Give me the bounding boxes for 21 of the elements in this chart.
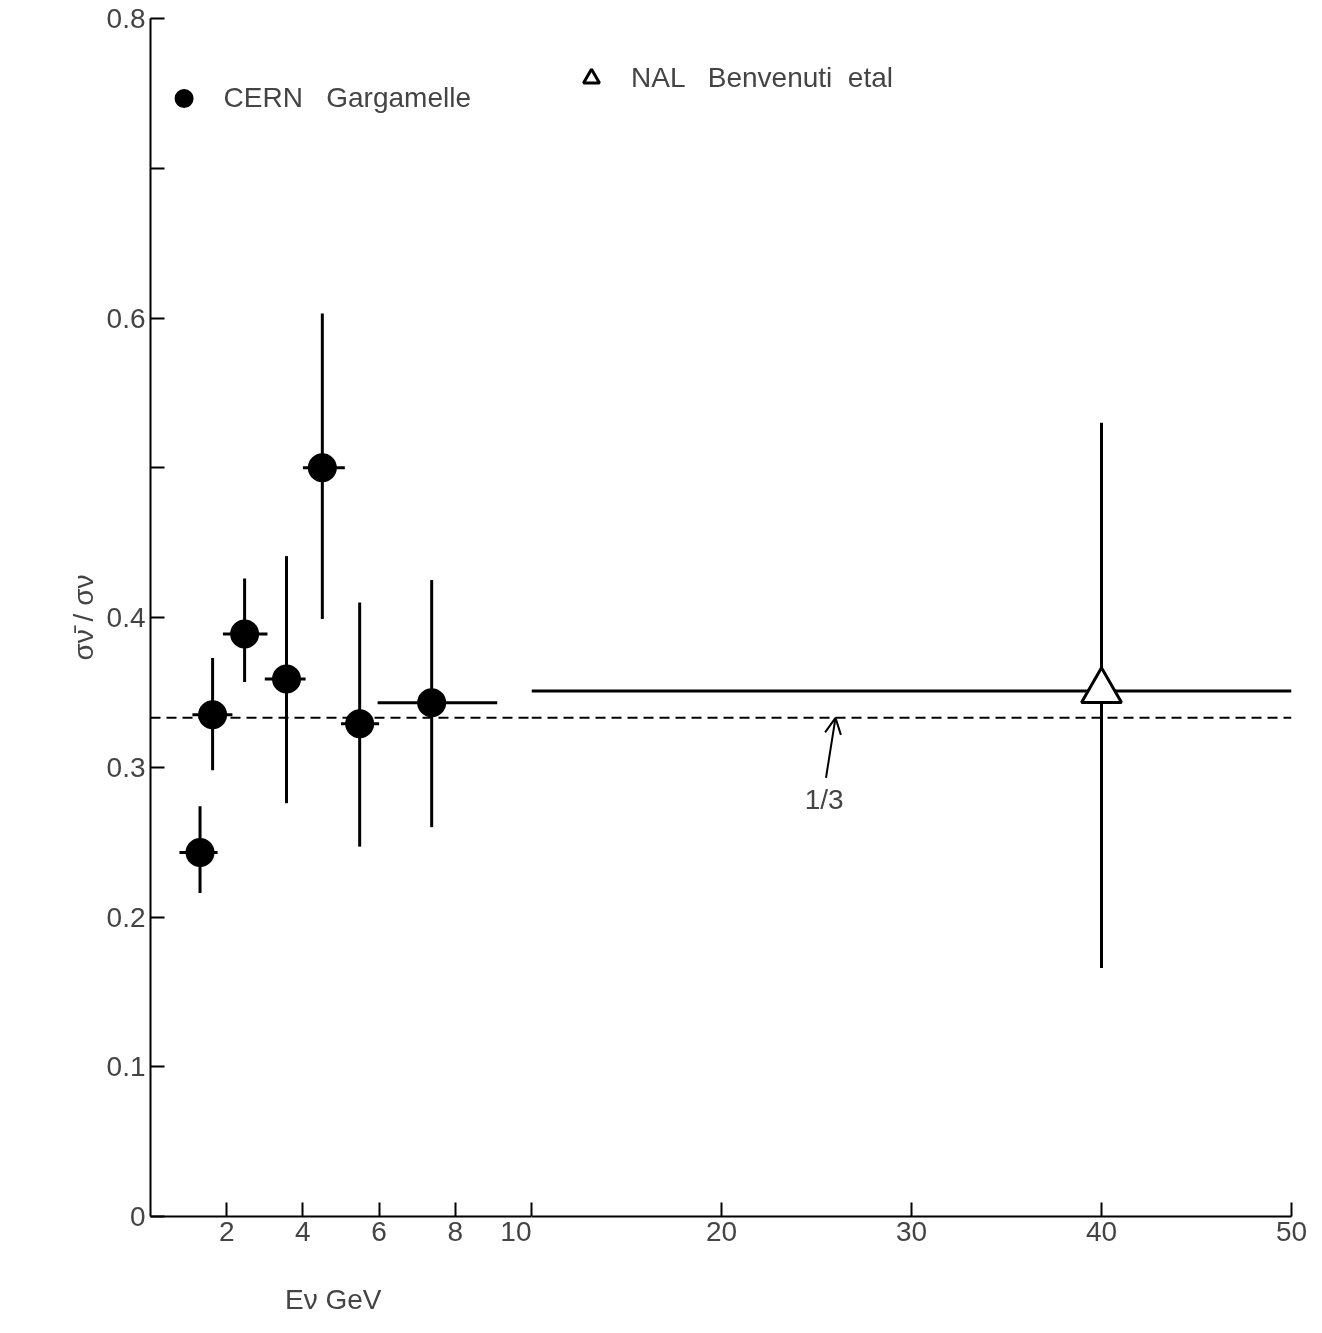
y-axis-title: σν̄ / σν — [67, 574, 99, 661]
x-tick-label: 8 — [447, 1215, 464, 1247]
y-tick-label: 0.3 — [106, 751, 146, 783]
x-axis-title: Eν GeV — [284, 1283, 382, 1315]
x-tick-label: 50 — [1275, 1215, 1308, 1247]
x-tick-label: 6 — [371, 1215, 387, 1247]
x-tick-label: 40 — [1085, 1215, 1118, 1247]
y-tick-label: 0.6 — [106, 302, 146, 334]
annotation: 1/3 — [804, 783, 844, 815]
y-tick-label: 0.2 — [106, 901, 146, 933]
legend-label: CERN Gargamelle — [223, 82, 471, 114]
x-tick-label: 20 — [705, 1215, 738, 1247]
y-tick-label: 0.4 — [106, 602, 146, 633]
y-tick-label: 0.1 — [106, 1051, 146, 1083]
x-tick-label: 10 — [500, 1215, 532, 1247]
y-tick-label: 0.8 — [106, 3, 146, 34]
x-tick-label: 30 — [895, 1215, 928, 1247]
x-tick-label: 2 — [218, 1215, 235, 1247]
x-tick-label: 4 — [295, 1215, 311, 1247]
y-tick-label: 0 — [129, 1201, 146, 1232]
legend-label: NAL Benvenuti etal — [631, 62, 894, 94]
